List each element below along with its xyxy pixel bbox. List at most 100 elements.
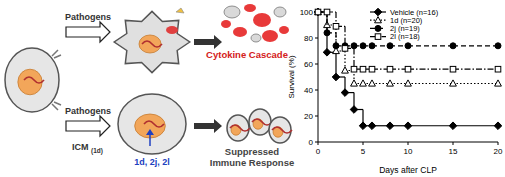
marker [369,80,376,86]
nucleus [18,69,42,95]
marker [368,122,376,130]
cytokine [262,30,278,42]
dna [252,119,272,125]
pathogen [176,8,184,13]
chart: 02040608010005101520Days after CLPSurviv… [287,8,503,175]
treated-cell [118,94,186,154]
marker [323,49,331,57]
x-tick [498,142,499,145]
marker [374,8,382,16]
marker [405,43,411,49]
marker [495,66,501,72]
marker [324,9,330,15]
inhibitor-arrowhead [146,129,154,135]
plot-area [314,8,502,129]
marker [350,106,358,114]
outcome-label: Cytokine Cascade [206,49,288,60]
x-tick-label: 20 [494,147,503,156]
step-segment [408,125,453,126]
step-riser [344,26,345,48]
x-tick-label: 15 [449,147,458,156]
cytokine [244,4,256,12]
marker [351,66,357,72]
marker [450,43,456,49]
outcome-label: Suppressed [225,146,280,157]
x-tick [453,142,454,145]
x-tick [363,142,364,145]
marker [341,89,349,97]
cytokine [224,6,240,18]
marker [324,30,330,36]
marker [315,9,321,15]
cytokine [253,13,271,27]
x-tick-label: 0 [316,147,321,156]
marker [405,66,411,72]
y-axis-label: Survival (%) [287,55,296,98]
outcome-label: Immune Response [210,157,294,168]
marker [375,34,381,40]
marker [332,73,340,81]
cytokine [221,20,231,28]
y-tick [315,116,318,117]
x-tick-label: 5 [361,147,366,156]
arrow [194,119,222,133]
marker [404,122,412,130]
y-tick-label: 0 [309,138,314,147]
marker [360,66,366,72]
quiet-cell [227,115,249,141]
legend-label: 2l (n=18) [390,32,420,41]
y-tick-label: 60 [304,60,313,69]
marker [375,17,382,23]
y-tick [315,38,318,39]
x-tick [318,142,319,145]
marker [495,43,501,49]
cytokine [166,26,178,34]
x-tick-label: 10 [404,147,413,156]
marker [351,80,358,86]
series [315,9,501,72]
y-tick-label: 100 [300,8,314,17]
y-tick-label: 20 [304,112,313,121]
marker [495,80,502,86]
compounds-label: 1d, 2j, 2l [134,157,170,167]
step-segment [453,83,498,84]
receptor [52,50,61,58]
step-segment [453,69,498,70]
marker [387,80,394,86]
quiet-cell [249,109,271,135]
legend: Vehicle (n=16)1d (n=20)2j (n=19)2l (n=18… [370,8,439,42]
marker [360,80,367,86]
nucleus [135,114,166,138]
dna [272,127,292,133]
dna [230,125,250,131]
marker [315,8,322,14]
y-tick [315,90,318,91]
dna [24,77,44,83]
step-segment [408,83,453,84]
y-tick-label: 40 [304,86,313,95]
marker [387,66,393,72]
resting-cell [5,48,59,112]
marker [387,43,393,49]
marker [333,43,339,49]
marker [449,122,457,130]
arrow [194,35,222,49]
x-axis-label: Days after CLP [379,165,437,175]
step-segment [408,45,453,46]
treatment-subscript: (1d) [91,147,103,155]
arrow-label: Pathogens [65,12,111,22]
marker [360,43,366,49]
series [315,8,502,86]
marker [386,122,394,130]
cytokine [233,27,247,37]
marker [342,67,349,73]
receptor [52,102,61,110]
step-segment [453,45,498,46]
marker [333,24,339,30]
step-segment [408,69,453,70]
x-tick [408,142,409,145]
cytokine [251,34,261,42]
marker [369,66,375,72]
activated-cell [114,11,190,72]
arrow [66,116,110,136]
